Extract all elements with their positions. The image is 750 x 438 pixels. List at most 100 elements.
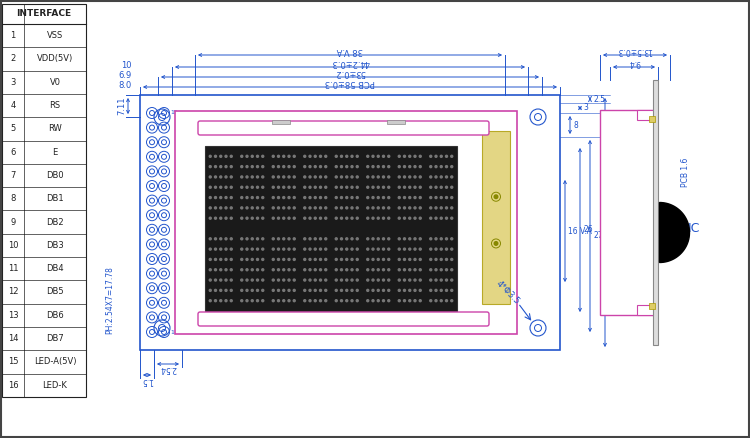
Circle shape: [320, 258, 322, 261]
Circle shape: [335, 166, 338, 168]
Circle shape: [309, 269, 311, 271]
Circle shape: [309, 166, 311, 168]
Circle shape: [320, 207, 322, 209]
Circle shape: [325, 290, 327, 291]
Circle shape: [430, 258, 432, 261]
Circle shape: [314, 269, 316, 271]
Circle shape: [414, 279, 416, 281]
Circle shape: [314, 186, 316, 188]
Circle shape: [241, 217, 243, 219]
Circle shape: [377, 248, 380, 250]
Circle shape: [356, 207, 358, 209]
Bar: [175, 111, 517, 334]
Circle shape: [372, 207, 374, 209]
Text: 44.2±0.3: 44.2±0.3: [331, 59, 369, 67]
Circle shape: [220, 279, 222, 281]
Circle shape: [278, 197, 280, 198]
Circle shape: [278, 238, 280, 240]
Circle shape: [214, 217, 217, 219]
Text: 5: 5: [10, 124, 16, 133]
Circle shape: [335, 290, 338, 291]
Circle shape: [346, 248, 348, 250]
Circle shape: [419, 258, 422, 261]
Circle shape: [225, 258, 227, 261]
Circle shape: [367, 166, 369, 168]
Circle shape: [404, 207, 406, 209]
Circle shape: [404, 176, 406, 178]
Circle shape: [435, 258, 437, 261]
Circle shape: [409, 300, 411, 302]
Circle shape: [340, 238, 343, 240]
Circle shape: [320, 197, 322, 198]
Circle shape: [283, 186, 285, 188]
Circle shape: [419, 186, 422, 188]
Circle shape: [272, 238, 274, 240]
Circle shape: [435, 238, 437, 240]
Circle shape: [377, 166, 380, 168]
Circle shape: [340, 186, 343, 188]
Circle shape: [262, 217, 264, 219]
Circle shape: [278, 269, 280, 271]
Circle shape: [451, 238, 453, 240]
Circle shape: [382, 197, 385, 198]
Circle shape: [283, 217, 285, 219]
Circle shape: [440, 279, 442, 281]
Circle shape: [435, 300, 437, 302]
Text: 2.54: 2.54: [160, 364, 176, 374]
Text: 6: 6: [10, 148, 16, 157]
Text: 13: 13: [8, 311, 18, 320]
Circle shape: [225, 176, 227, 178]
Circle shape: [440, 207, 442, 209]
Circle shape: [220, 238, 222, 240]
Circle shape: [225, 290, 227, 291]
Circle shape: [325, 186, 327, 188]
Circle shape: [377, 217, 380, 219]
Circle shape: [346, 186, 348, 188]
Bar: [649, 303, 655, 309]
Circle shape: [251, 207, 254, 209]
Circle shape: [256, 248, 259, 250]
Circle shape: [414, 217, 416, 219]
Circle shape: [256, 176, 259, 178]
Circle shape: [214, 300, 217, 302]
Circle shape: [419, 269, 422, 271]
Circle shape: [388, 155, 390, 157]
Circle shape: [283, 269, 285, 271]
Circle shape: [241, 176, 243, 178]
Circle shape: [225, 207, 227, 209]
Circle shape: [451, 176, 453, 178]
Circle shape: [451, 248, 453, 250]
Text: 6.9: 6.9: [118, 71, 132, 80]
Circle shape: [340, 155, 343, 157]
Circle shape: [320, 186, 322, 188]
Circle shape: [283, 207, 285, 209]
Circle shape: [304, 269, 306, 271]
Circle shape: [220, 248, 222, 250]
Circle shape: [272, 155, 274, 157]
Bar: [600, 110, 655, 315]
Circle shape: [414, 166, 416, 168]
Circle shape: [283, 279, 285, 281]
Circle shape: [314, 248, 316, 250]
Text: DB2: DB2: [46, 218, 64, 226]
Circle shape: [451, 155, 453, 157]
Circle shape: [440, 238, 442, 240]
Circle shape: [272, 258, 274, 261]
Text: PCB 1.6: PCB 1.6: [680, 158, 689, 187]
Text: 26: 26: [583, 226, 592, 234]
Circle shape: [335, 155, 338, 157]
Circle shape: [351, 166, 353, 168]
Circle shape: [388, 197, 390, 198]
Circle shape: [377, 155, 380, 157]
Circle shape: [451, 258, 453, 261]
Circle shape: [404, 166, 406, 168]
Circle shape: [225, 186, 227, 188]
Polygon shape: [659, 202, 689, 262]
Circle shape: [251, 258, 254, 261]
Circle shape: [262, 155, 264, 157]
Circle shape: [293, 258, 296, 261]
Circle shape: [272, 176, 274, 178]
Circle shape: [335, 238, 338, 240]
Circle shape: [372, 186, 374, 188]
Circle shape: [209, 197, 212, 198]
